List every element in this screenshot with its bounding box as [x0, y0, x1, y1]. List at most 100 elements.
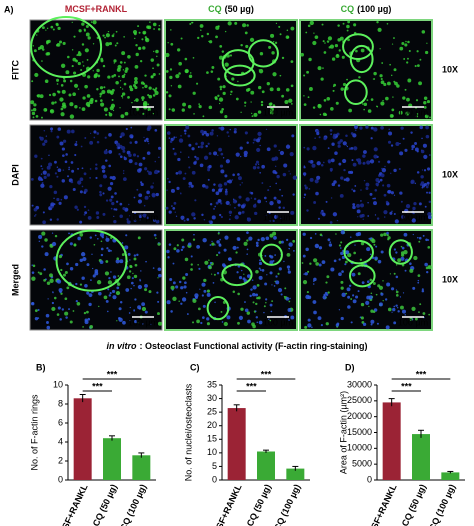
cell — [107, 280, 113, 285]
cell — [219, 164, 224, 168]
cell — [74, 153, 77, 157]
cell — [225, 188, 228, 191]
cell — [121, 242, 124, 244]
cell — [238, 315, 244, 320]
cell — [51, 306, 56, 312]
cell — [32, 116, 35, 119]
cell — [422, 312, 426, 315]
cell — [198, 267, 201, 270]
cell — [43, 268, 46, 271]
cell — [129, 264, 133, 268]
cell — [410, 179, 415, 184]
cell — [422, 234, 425, 237]
cell — [338, 49, 341, 52]
cell — [119, 259, 124, 264]
cell — [372, 197, 375, 200]
scale-bar-label: 100 µm — [398, 317, 428, 327]
cell — [359, 203, 365, 208]
cell — [219, 88, 222, 91]
cell — [279, 74, 282, 77]
cell — [41, 60, 43, 62]
cell — [180, 302, 183, 305]
cell — [211, 129, 214, 132]
cell — [141, 96, 145, 100]
cell — [320, 77, 324, 81]
cell — [158, 24, 161, 27]
cell — [314, 137, 316, 139]
cell — [219, 110, 224, 114]
cell — [78, 51, 81, 54]
cell — [421, 30, 426, 34]
cell — [205, 185, 209, 189]
cell — [207, 168, 211, 172]
cell — [147, 107, 151, 112]
cell — [176, 249, 180, 253]
cell — [399, 296, 402, 298]
cell — [168, 243, 172, 246]
cell — [255, 160, 259, 164]
cell — [259, 259, 261, 262]
cell — [215, 191, 220, 196]
cell — [153, 28, 155, 30]
cell — [404, 88, 407, 91]
cell — [193, 233, 195, 236]
cell — [119, 80, 122, 82]
cell — [374, 214, 377, 216]
cell — [348, 284, 352, 288]
cell — [229, 128, 231, 131]
cell — [285, 144, 291, 149]
significance-label: *** — [416, 369, 427, 379]
cell — [36, 34, 38, 36]
cell — [365, 300, 370, 305]
cell — [203, 130, 207, 135]
cell — [240, 111, 242, 113]
cell — [86, 263, 90, 267]
cell — [184, 281, 187, 285]
cell — [144, 288, 148, 292]
cell — [311, 163, 316, 168]
cell — [351, 272, 356, 277]
cell — [220, 215, 224, 219]
cell — [258, 267, 261, 270]
actin-ring — [342, 33, 374, 61]
cell — [394, 81, 398, 86]
cell — [370, 237, 373, 240]
cell — [111, 75, 114, 78]
cell — [321, 260, 326, 265]
cell — [180, 248, 184, 252]
cell — [217, 77, 221, 81]
cell — [288, 248, 291, 250]
column-dose: (50 µg) — [225, 4, 254, 14]
cell — [115, 80, 119, 85]
cell — [347, 38, 350, 42]
cell — [391, 210, 393, 212]
cell — [95, 176, 98, 180]
cell — [48, 207, 51, 210]
cell — [123, 73, 126, 76]
cell — [175, 285, 179, 289]
cell — [381, 167, 387, 173]
cell — [393, 168, 397, 173]
chart-label: C) — [190, 362, 200, 372]
cell — [136, 188, 139, 191]
cell — [157, 170, 160, 173]
cell — [280, 293, 283, 296]
cell — [71, 169, 75, 173]
cell — [302, 232, 306, 236]
cell — [111, 93, 113, 96]
cell — [411, 306, 416, 311]
cell — [137, 25, 140, 28]
cell — [42, 170, 47, 175]
cell — [373, 147, 378, 152]
cell — [322, 40, 325, 43]
cell — [195, 142, 198, 146]
cell — [112, 275, 117, 279]
cell — [69, 79, 73, 83]
cell — [346, 24, 350, 29]
cell — [145, 260, 147, 263]
cell — [393, 272, 396, 275]
cell — [389, 63, 391, 66]
cell — [70, 161, 74, 164]
cell — [261, 164, 266, 169]
cell — [103, 295, 108, 300]
